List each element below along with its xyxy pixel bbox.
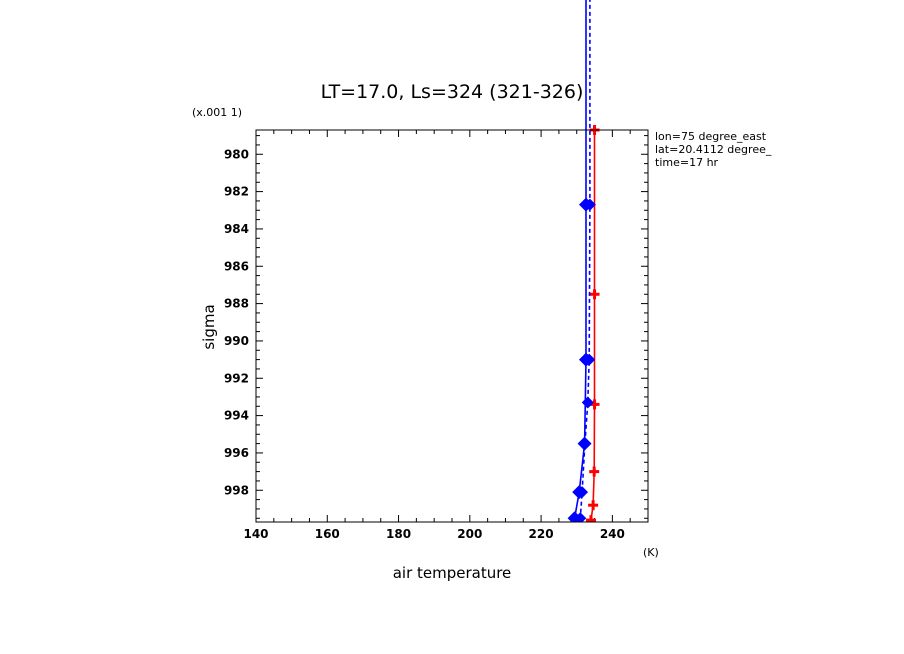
- series-0-point: [588, 500, 599, 511]
- series-2-point: [583, 198, 596, 211]
- y-axis-label: sigma: [200, 304, 218, 349]
- chart-title: LT=17.0, Ls=324 (321-326): [321, 81, 584, 103]
- x-tick-label: 240: [600, 527, 625, 541]
- x-axis-label: air temperature: [393, 564, 512, 582]
- x-tick-label: 180: [386, 527, 411, 541]
- x-tick-label: 160: [315, 527, 340, 541]
- y-tick-label: 996: [224, 446, 249, 460]
- y-tick-label: 994: [224, 409, 249, 423]
- series-0-point: [589, 289, 600, 300]
- y-tick-label: 990: [224, 334, 249, 348]
- series-2-point: [576, 486, 589, 499]
- y-tick-label: 992: [224, 371, 249, 385]
- info-lon: lon=75 degree_east: [655, 130, 767, 143]
- info-time: time=17 hr: [655, 156, 719, 169]
- series-0-point: [589, 466, 600, 477]
- x-tick-label: 220: [529, 527, 554, 541]
- y-tick-label: 998: [224, 483, 249, 497]
- info-lat: lat=20.4112 degree_: [655, 143, 772, 156]
- axis-ticks: 140 160 180 200 220 240 980 982 984 986 988 990 992 9…: [224, 130, 649, 541]
- series-0-line: [590, 130, 596, 521]
- x-unit-label: (K): [643, 546, 659, 559]
- series-layer: [567, 0, 600, 522]
- x-tick-label: 200: [457, 527, 482, 541]
- plot-frame: [255, 129, 649, 523]
- y-tick-label: 984: [224, 222, 249, 236]
- y-multiplier-label: (x.001 1): [192, 106, 242, 119]
- series-2-point: [581, 396, 594, 409]
- x-tick-label: 140: [243, 527, 268, 541]
- y-tick-label: 986: [224, 259, 249, 273]
- series-2-point: [574, 512, 587, 522]
- series-2-point: [578, 437, 591, 450]
- y-tick-label: 980: [224, 147, 249, 161]
- y-tick-label: 982: [224, 185, 249, 199]
- series-0-point: [585, 515, 596, 522]
- y-tick-label: 988: [224, 297, 249, 311]
- series-2-point: [583, 353, 596, 366]
